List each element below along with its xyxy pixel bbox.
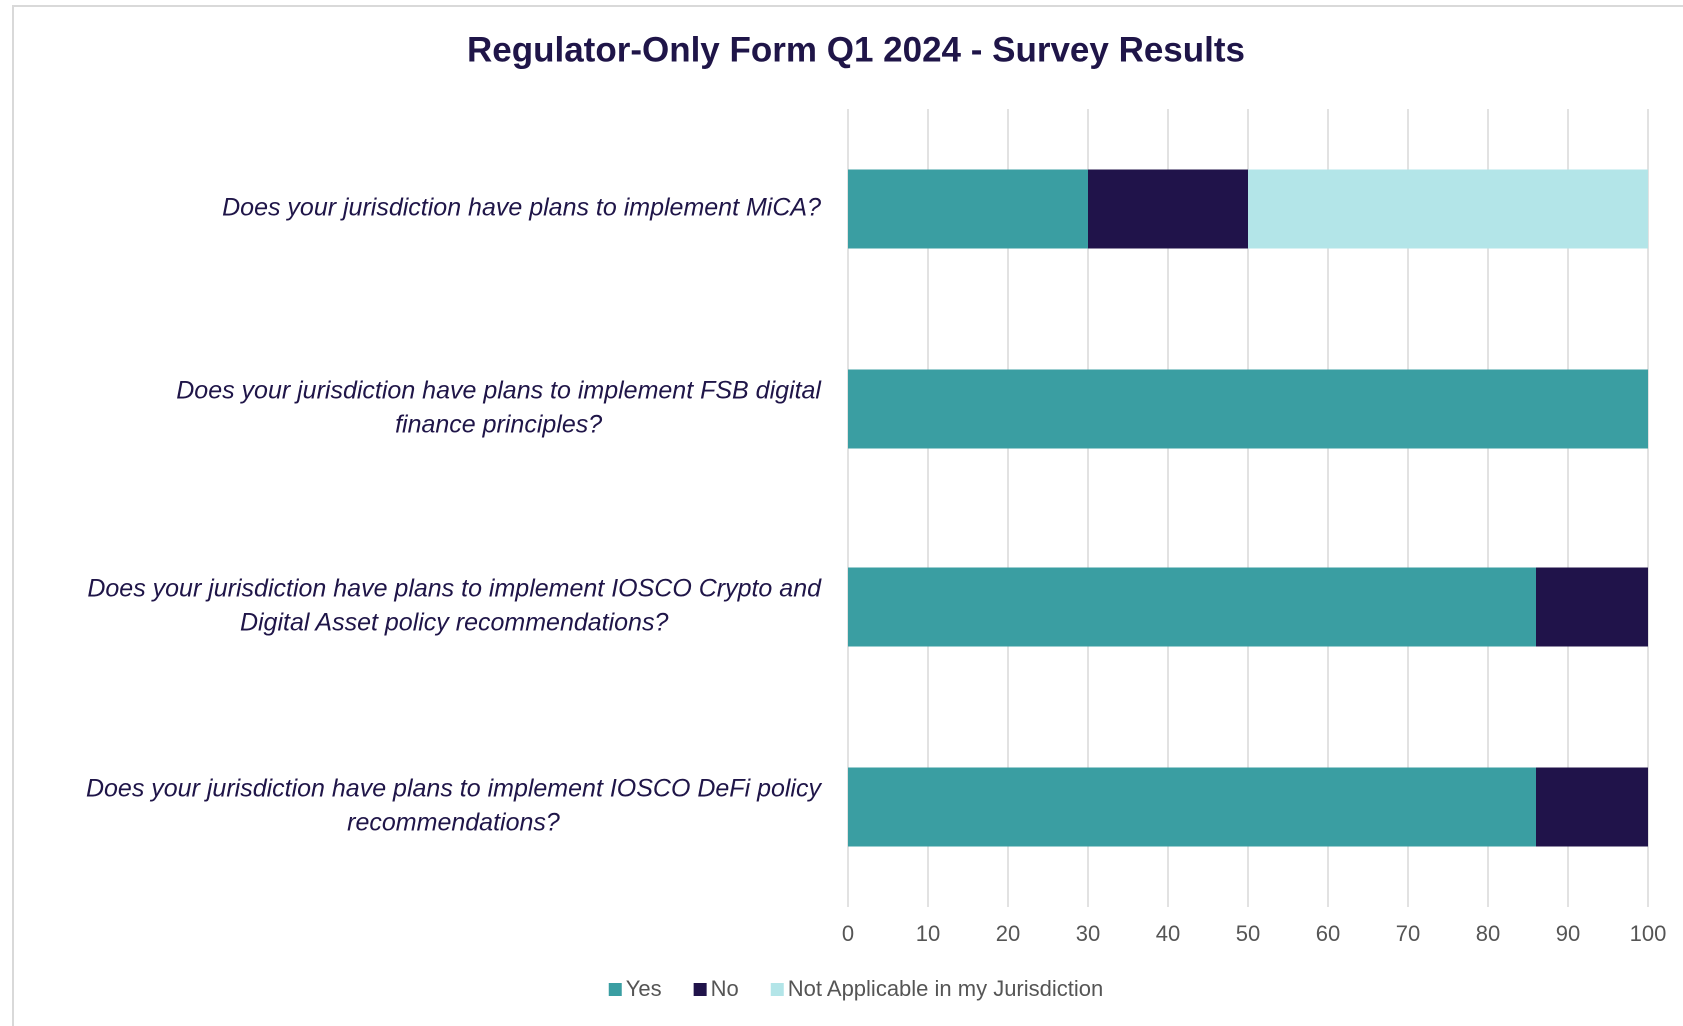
legend-swatch [608, 983, 622, 996]
x-tick-label: 70 [1396, 921, 1420, 946]
legend-label: No [711, 976, 739, 1001]
x-tick-label: 30 [1076, 921, 1100, 946]
bar-segment [848, 169, 1088, 249]
category-label: Digital Asset policy recommendations? [240, 609, 669, 637]
bar-segment [848, 369, 1648, 449]
bar-segment [1536, 767, 1648, 847]
x-tick-label: 0 [842, 921, 854, 946]
bar-segment [1248, 169, 1648, 249]
legend-swatch [770, 983, 784, 996]
bar-segment [1536, 567, 1648, 647]
legend-label: Yes [626, 976, 662, 1001]
x-tick-label: 90 [1556, 921, 1580, 946]
x-tick-label: 20 [996, 921, 1020, 946]
legend-label: Not Applicable in my Jurisdiction [788, 976, 1103, 1001]
category-label: Does your jurisdiction have plans to imp… [86, 775, 823, 803]
x-tick-label: 80 [1476, 921, 1500, 946]
category-label: recommendations? [347, 809, 560, 837]
chart-title: Regulator-Only Form Q1 2024 - Survey Res… [467, 30, 1245, 69]
bar-segment [1088, 169, 1248, 249]
x-tick-label: 100 [1630, 921, 1667, 946]
legend-swatch [693, 983, 707, 996]
category-label: Does your jurisdiction have plans to imp… [87, 575, 822, 603]
category-label: finance principles? [395, 411, 602, 439]
x-tick-label: 40 [1156, 921, 1180, 946]
x-tick-label: 60 [1316, 921, 1340, 946]
bar-segment [848, 567, 1536, 647]
category-label: Does your jurisdiction have plans to imp… [176, 377, 822, 405]
bar-segment [848, 767, 1536, 847]
x-tick-label: 10 [916, 921, 940, 946]
category-label: Does your jurisdiction have plans to imp… [222, 194, 821, 222]
x-tick-label: 50 [1236, 921, 1260, 946]
